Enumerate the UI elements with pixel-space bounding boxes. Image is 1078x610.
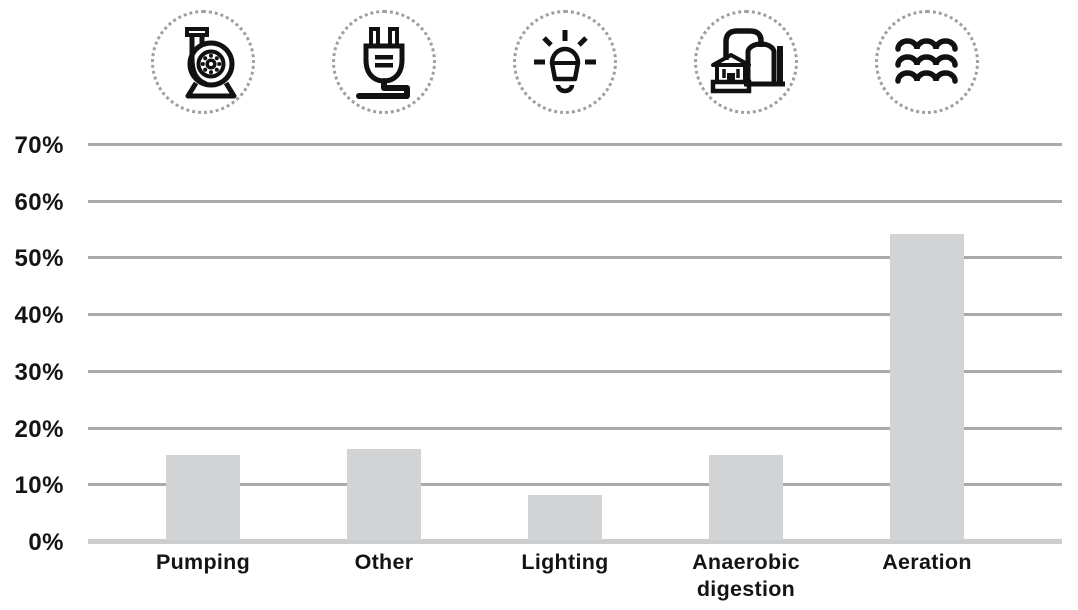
bar-other	[347, 449, 421, 540]
waves-icon	[875, 10, 979, 114]
y-tick-label: 50%	[14, 245, 64, 273]
gridline-10pct	[88, 483, 1062, 487]
pump-icon-graphic	[185, 27, 237, 99]
bar-lighting	[528, 494, 602, 540]
pump-icon	[151, 10, 255, 114]
gridline-50pct	[88, 256, 1062, 260]
plot-area	[88, 143, 1062, 544]
digester-icon	[694, 10, 798, 114]
gridline-70pct	[88, 143, 1062, 146]
waves-icon-graphic	[895, 38, 958, 84]
gridline-60pct	[88, 199, 1062, 203]
plug-icon	[332, 10, 436, 114]
gridline-0pct	[88, 539, 1062, 544]
lightbulb-icon	[513, 10, 617, 114]
x-category-label: Aeration	[882, 550, 972, 574]
gridline-30pct	[88, 369, 1062, 373]
x-category-label: Anaerobic digestion	[692, 550, 800, 601]
y-tick-label: 10%	[14, 472, 64, 500]
gridline-20pct	[88, 426, 1062, 430]
y-tick-label: 40%	[14, 302, 64, 330]
bar-pumping	[166, 454, 240, 540]
lightbulb-icon-graphic	[534, 30, 596, 94]
bar-anaerobic-digestion	[709, 454, 783, 540]
y-axis: 70% 60% 50% 40% 30% 20% 10% 0%	[0, 0, 68, 610]
digester-icon-graphic	[710, 28, 785, 94]
x-category-label: Lighting	[521, 550, 609, 574]
gridline-40pct	[88, 313, 1062, 317]
plug-icon-graphic	[356, 27, 410, 99]
x-category-label: Pumping	[155, 550, 251, 574]
y-tick-label: 60%	[14, 188, 64, 216]
x-category-label: Other	[354, 550, 414, 574]
y-tick-label: 0%	[28, 529, 64, 556]
y-tick-label: 30%	[14, 358, 64, 386]
bar-aeration	[890, 233, 964, 540]
x-axis: Pumping Other Lighting Anaerobic digestion A…	[88, 549, 1062, 609]
y-tick-label: 70%	[14, 132, 64, 159]
y-tick-label: 20%	[14, 415, 64, 443]
